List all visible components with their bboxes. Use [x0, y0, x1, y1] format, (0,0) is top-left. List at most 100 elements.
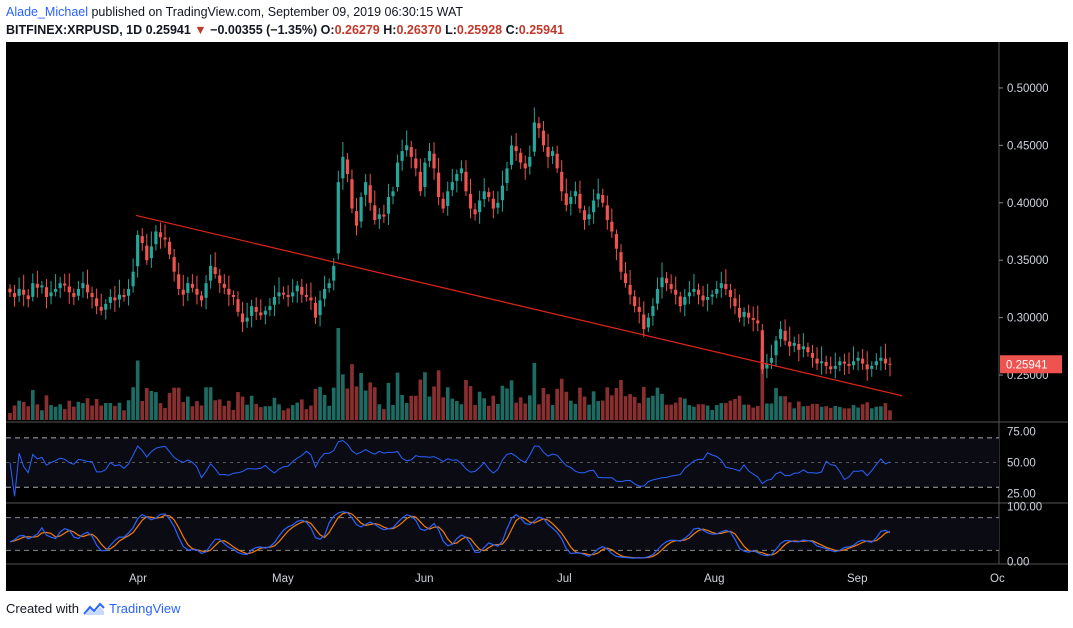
volume-bar [851, 405, 856, 420]
candle-body [546, 147, 550, 157]
volume-bar [113, 405, 117, 420]
candle-body [555, 153, 559, 169]
candle-body [537, 123, 541, 129]
candle-body [441, 198, 445, 209]
volume-bar [450, 398, 455, 420]
candle-body [797, 343, 801, 350]
candle-body [861, 358, 865, 364]
candle-body [829, 366, 833, 370]
volume-bar [751, 407, 756, 420]
last-price-label: 0.25941 [1006, 359, 1048, 371]
volume-bar [755, 405, 760, 420]
candle-body [824, 361, 828, 366]
volume-bar [30, 390, 35, 420]
volume-bar [345, 388, 350, 420]
symbol-name[interactable]: BITFINEX:XRPUSD, 1D [6, 23, 143, 37]
publish-header: Alade_Michael published on TradingView.c… [6, 4, 463, 20]
candle-body [8, 288, 12, 293]
candle-body [405, 145, 409, 151]
time-tick-label: Sep [847, 573, 867, 585]
volume-bar [8, 413, 12, 420]
low-value: 0.25928 [456, 23, 503, 37]
volume-bar [801, 406, 806, 420]
volume-bar [550, 405, 555, 420]
candle-body [427, 151, 432, 161]
volume-bar [423, 372, 427, 420]
author-link[interactable]: Alade_Michael [6, 5, 88, 19]
candle-body [44, 287, 49, 297]
volume-bar [532, 362, 537, 420]
candle-body [801, 346, 805, 350]
candle-body [227, 288, 231, 295]
volume-bar [514, 402, 518, 420]
candle-body [742, 311, 746, 317]
candle-body [573, 191, 577, 197]
volume-bar [778, 396, 783, 420]
volume-bar [217, 399, 222, 420]
volume-bar [496, 403, 500, 420]
volume-bar [678, 397, 683, 420]
price-chart-svg[interactable]: 0.500000.450000.400000.350000.300000.250… [6, 42, 1068, 591]
volume-bar [85, 398, 90, 420]
candle-body [733, 298, 737, 307]
time-tick-label: Oc [990, 573, 1005, 585]
volume-bar [505, 388, 509, 420]
candle-body [218, 275, 222, 284]
volume-bar [249, 395, 254, 420]
rsi-tick-label: 25.00 [1007, 488, 1036, 500]
tradingview-brand[interactable]: TradingView [108, 601, 181, 616]
candle-body [806, 347, 810, 353]
volume-bar [313, 388, 318, 420]
candle-body [605, 205, 609, 221]
volume-bar [76, 401, 81, 420]
candle-body [222, 283, 226, 288]
candle-body [883, 358, 888, 364]
volume-bar [527, 395, 532, 420]
footer: Created with TradingView [6, 601, 181, 616]
chart-area[interactable]: 0.50000 0.45000 0.40000 0.35000 0.30000 0.250… [6, 42, 1068, 591]
low-label: L: [445, 23, 457, 37]
volume-bar [108, 403, 113, 420]
volume-bar [331, 387, 336, 420]
candle-body [126, 288, 131, 296]
candle-body [560, 171, 564, 192]
candle-body [122, 295, 126, 297]
volume-bar [838, 407, 842, 420]
volume-bar [569, 400, 573, 420]
candle-body [701, 295, 705, 301]
volume-bar [682, 398, 687, 420]
volume-bar [509, 380, 514, 420]
volume-bar [286, 408, 290, 420]
volume-bar [719, 403, 724, 420]
time-tick-label: Apr [129, 573, 147, 585]
candle-body [373, 205, 377, 221]
price-tick-label: 0.45000 [1007, 140, 1049, 152]
volume-bar [555, 388, 559, 420]
candle-body [478, 200, 482, 213]
created-with-text: Created with [6, 601, 79, 616]
candle-body [519, 152, 523, 163]
open-value: 0.26279 [334, 23, 380, 37]
volume-bar [231, 409, 236, 420]
candle-body [158, 232, 163, 238]
volume-bar [655, 387, 660, 420]
candle-body [728, 290, 733, 297]
candle-body [149, 246, 153, 259]
candle-body [751, 317, 755, 320]
volume-bar [769, 403, 774, 420]
last-price: 0.25941 [145, 23, 191, 37]
volume-bar [263, 406, 268, 420]
volume-bar [760, 348, 765, 420]
candle-body [815, 358, 819, 364]
candle-body [696, 289, 701, 295]
volume-bar [806, 405, 810, 420]
volume-bar [341, 374, 345, 420]
volume-bar [195, 401, 199, 420]
candle-body [22, 289, 26, 295]
candle-body [304, 295, 308, 297]
volume-bar [491, 395, 496, 420]
volume-bar [268, 406, 272, 420]
candle-body [409, 147, 413, 157]
candle-body [245, 317, 249, 322]
candle-body [851, 361, 856, 366]
